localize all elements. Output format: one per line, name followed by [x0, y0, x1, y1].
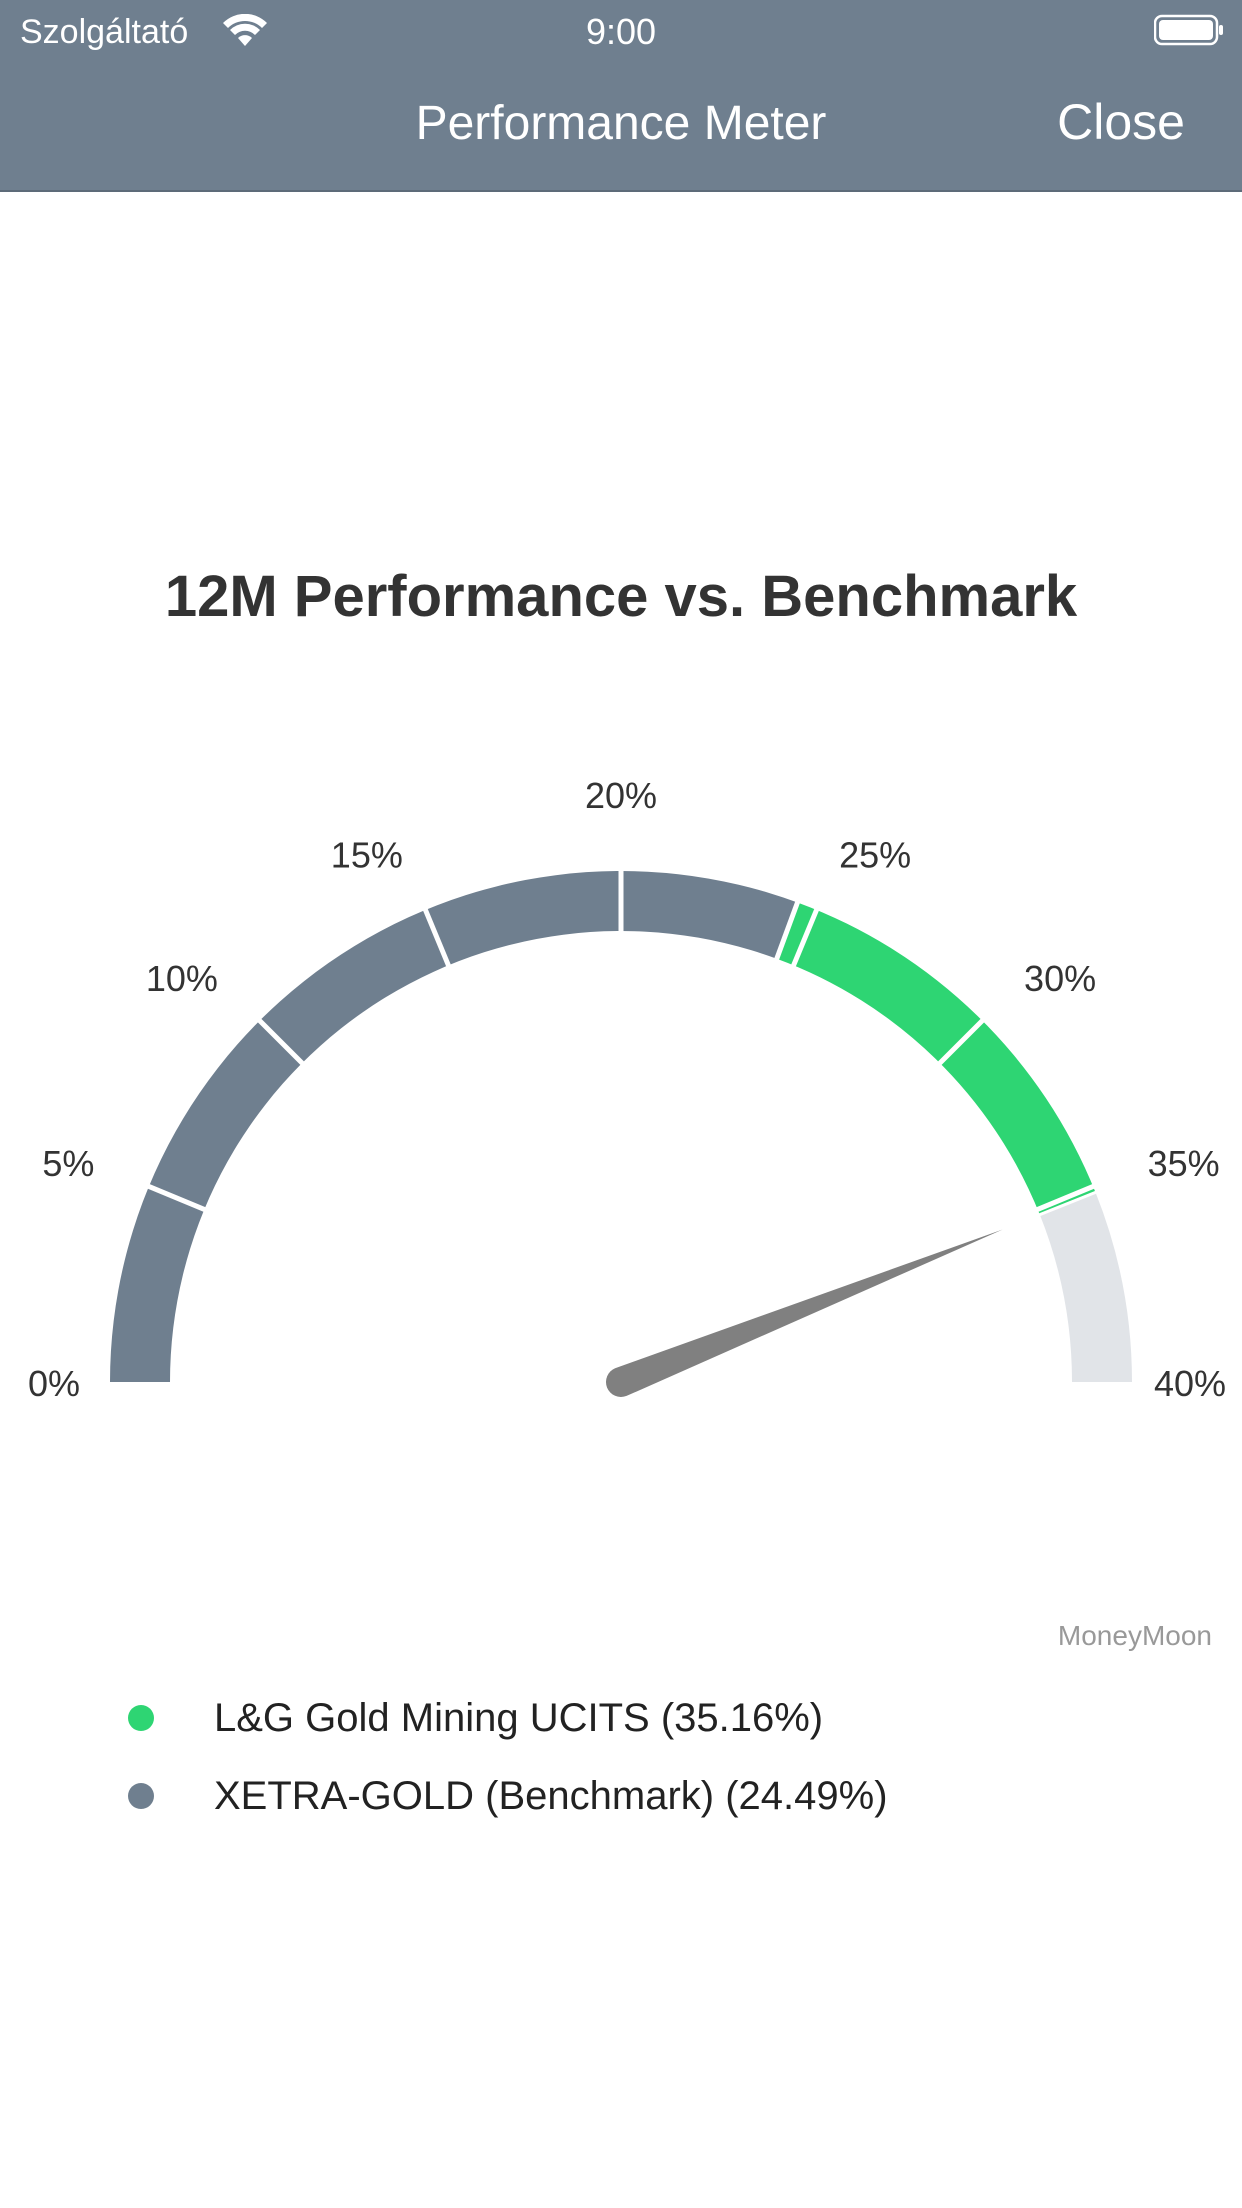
chart-credit: MoneyMoon [1057, 1620, 1212, 1651]
gauge-tick-label: 0% [28, 1363, 80, 1404]
legend-label-benchmark: XETRA-GOLD (Benchmark) (24.49%) [214, 1773, 888, 1818]
gauge-tick-separator-1 [146, 1183, 208, 1213]
gauge-band-benchmark [110, 871, 798, 1382]
close-button[interactable]: Close [1057, 94, 1185, 150]
battery-icon [1154, 14, 1223, 46]
gauge-needle [606, 1229, 1003, 1397]
gauge-tick-separator-7 [1034, 1183, 1096, 1213]
gauge-band-fund [776, 902, 1096, 1215]
status-bar: Szolgáltató 9:00 [0, 0, 1242, 60]
gauge-tick-separator-2 [256, 1017, 306, 1067]
legend-dot-benchmark [128, 1783, 154, 1809]
gauge-band-remaining [1039, 1192, 1132, 1382]
gauge-tick-separator-5 [790, 907, 820, 969]
gauge-tick-label: 40% [1154, 1363, 1226, 1404]
legend: L&G Gold Mining UCITS (35.16%) XETRA-GOL… [128, 1690, 888, 1846]
navigation-bar: Performance Meter Close [0, 60, 1242, 192]
gauge-tick-label: 30% [1024, 958, 1096, 999]
status-time: 9:00 [585, 11, 657, 52]
gauge-fund-separator [1037, 1190, 1098, 1217]
gauge-tick-label: 25% [839, 834, 911, 875]
page-title: Performance Meter [415, 97, 827, 150]
gauge-tick-separator-6 [936, 1017, 986, 1067]
carrier-name: Szolgáltató [20, 13, 189, 51]
gauge-tick-label: 20% [585, 775, 657, 816]
gauge-benchmark-separator [773, 899, 801, 962]
legend-item-benchmark[interactable]: XETRA-GOLD (Benchmark) (24.49%) [128, 1768, 888, 1824]
gauge-tick-label: 15% [331, 834, 403, 875]
legend-dot-fund [128, 1705, 154, 1731]
performance-gauge: 0% 5% 10% 15% 20% 25% 30% 35% 40% [28, 775, 1226, 1404]
gauge-tick-label: 5% [42, 1143, 94, 1184]
gauge-tick-separator-3 [422, 907, 452, 969]
chart-title: 12M Performance vs. Benchmark [164, 564, 1078, 629]
legend-label-fund: L&G Gold Mining UCITS (35.16%) [214, 1695, 824, 1740]
legend-item-fund[interactable]: L&G Gold Mining UCITS (35.16%) [128, 1690, 888, 1746]
gauge-tick-label: 35% [1148, 1143, 1220, 1184]
wifi-icon [223, 14, 267, 46]
gauge-tick-label: 10% [146, 958, 218, 999]
